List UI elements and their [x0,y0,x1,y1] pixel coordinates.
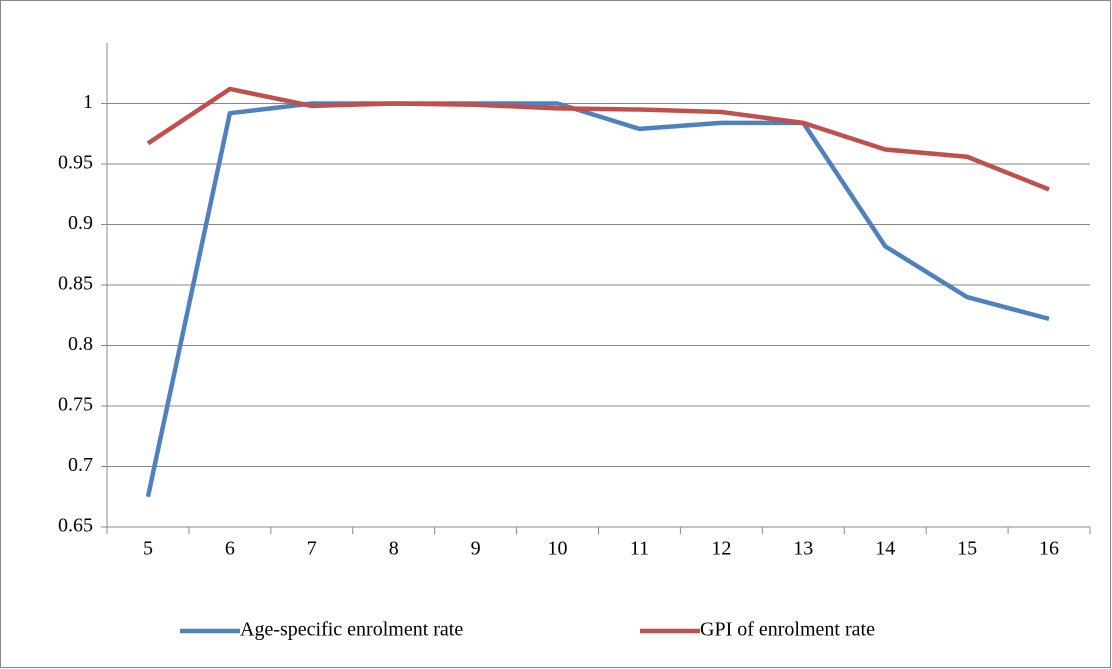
y-tick-label: 0.65 [58,515,93,537]
y-tick-label: 0.7 [68,454,93,476]
x-tick-label: 7 [307,538,317,560]
legend-label: GPI of enrolment rate [700,619,875,641]
x-tick-label: 10 [548,538,568,560]
x-tick-label: 6 [225,538,235,560]
x-tick-label: 15 [957,538,977,560]
y-tick-label: 0.85 [58,273,93,295]
x-tick-label: 11 [630,538,649,560]
x-tick-label: 9 [471,538,481,560]
series-line [146,86,1050,192]
x-tick-label: 8 [389,538,399,560]
y-tick-label: 0.95 [58,152,93,174]
y-tick-label: 0.9 [68,212,93,234]
x-tick-label: 5 [143,538,153,560]
x-tick-label: 12 [711,538,731,560]
x-tick-label: 16 [1039,538,1059,560]
y-tick-label: 1 [83,91,93,113]
y-tick-label: 0.8 [68,333,93,355]
x-tick-label: 13 [793,538,813,560]
y-tick-label: 0.75 [58,394,93,416]
legend-label: Age-specific enrolment rate [240,619,463,641]
x-tick-label: 14 [875,538,895,560]
